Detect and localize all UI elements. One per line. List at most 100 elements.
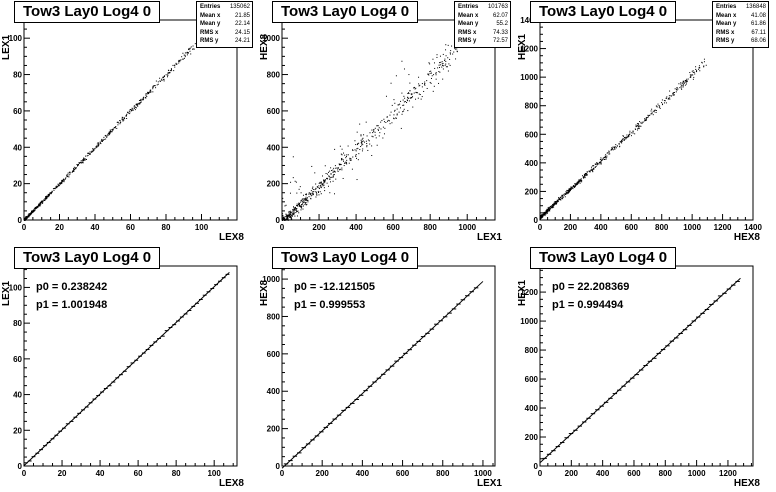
scatter-point [580,179,582,181]
scatter-point [563,193,565,195]
y-tick-label: 600 [525,130,539,139]
scatter-point [285,219,287,221]
scatter-point [579,180,581,182]
scatter-point [668,97,670,99]
scatter-point [107,134,109,136]
scatter-point [174,66,176,68]
scatter-point [430,82,432,84]
scatter-point [638,128,640,130]
scatter-point [292,156,294,158]
scatter-point [695,66,697,68]
scatter-point [611,148,613,150]
scatter-point [92,148,94,150]
scatter-point [125,115,127,117]
scatter-point [628,134,630,136]
scatter-point [294,215,296,217]
scatter-point [628,134,630,136]
scatter-point [311,193,313,195]
scatter-point [334,148,336,150]
scatter-point [566,189,568,191]
stats-label: Mean x [458,12,479,19]
scatter-point [559,196,561,198]
scatter-point [568,191,570,193]
scatter-point [432,90,434,92]
scatter-point [92,148,94,150]
scatter-point [24,218,26,220]
scatter-point [290,181,292,183]
scatter-point [145,93,147,95]
scatter-point [440,61,442,63]
scatter-point [308,196,310,198]
scatter-point [667,98,669,100]
scatter-point [366,135,368,137]
fit-param-label: p0 = -12.121505 [294,281,376,293]
scatter-point [346,159,348,161]
scatter-point [371,145,373,147]
stats-value: 24.15 [234,29,250,36]
scatter-point [350,158,352,160]
scatter-point [168,71,170,73]
y-tick-label: 100 [9,283,23,292]
scatter-point [149,91,151,93]
scatter-point [550,205,552,207]
scatter-point [555,202,557,204]
scatter-point [561,197,563,199]
scatter-point [59,184,61,186]
scatter-point [96,146,98,148]
scatter-point [64,178,66,180]
scatter-point [592,169,594,171]
scatter-point [341,167,343,169]
scatter-point [593,165,595,167]
scatter-point [67,176,69,178]
scatter-point [336,167,338,169]
scatter-point [100,140,102,142]
scatter-point [378,127,380,129]
scatter-point [362,144,364,146]
scatter-point [636,125,638,127]
scatter-point [182,58,184,60]
y-tick-label: 60 [13,355,22,364]
scatter-point [292,214,294,216]
scatter-point [304,202,306,204]
scatter-point [27,216,29,218]
scatter-point [73,169,75,171]
scatter-point [569,189,571,191]
scatter-point [556,201,558,203]
scatter-point [591,169,593,171]
scatter-point [39,205,41,207]
y-tick-label: 1200 [520,45,538,54]
x-tick-label: 100 [207,469,221,478]
scatter-point [635,126,637,128]
scatter-point [284,216,286,218]
scatter-point [686,80,688,82]
scatter-point [332,180,334,182]
scatter-point [631,132,633,134]
scatter-point [301,207,303,209]
scatter-point [298,203,300,205]
scatter-point [400,100,402,102]
scatter-point [303,198,305,200]
scatter-point [155,87,157,89]
scatter-point [622,138,624,140]
scatter-point [570,186,572,188]
scatter-point [286,215,288,217]
scatter-point [355,150,357,152]
stats-label: Mean y [200,21,221,27]
scatter-point [567,190,569,192]
scatter-point [320,185,322,187]
scatter-point [408,74,410,76]
scatter-point [376,125,378,127]
scatter-point [651,108,653,110]
scatter-point [301,201,303,203]
scatter-point [579,179,581,181]
scatter-point [626,137,628,139]
scatter-point [288,211,290,213]
scatter-point [38,203,40,205]
scatter-point [306,197,308,199]
scatter-point [38,204,40,206]
scatter-point [397,104,399,106]
scatter-point [683,82,685,84]
scatter-point [168,69,170,71]
scatter-point [406,102,408,104]
stats-row: RMS x 24.15 [200,29,250,38]
